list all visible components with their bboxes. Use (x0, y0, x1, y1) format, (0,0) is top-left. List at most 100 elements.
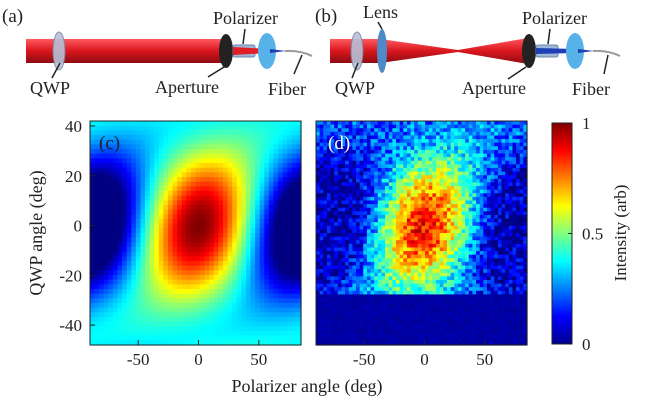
heatmap-cell (181, 293, 187, 299)
heatmap-cell (417, 287, 423, 292)
heatmap-cell (392, 254, 397, 259)
heatmap-cell (227, 298, 233, 304)
heatmap-cell (425, 290, 430, 296)
heatmap-cell (374, 254, 379, 259)
heatmap-cell (245, 181, 252, 187)
heatmap-cell (341, 316, 346, 321)
heatmap-cell (232, 149, 238, 155)
heatmap-cell (381, 265, 386, 270)
heatmap-cell (135, 181, 142, 187)
heatmap-cell (145, 312, 151, 318)
heatmap-cell (232, 326, 238, 332)
heatmap-cell (403, 196, 408, 202)
heatmap-cell (363, 254, 368, 259)
heatmap-cell (122, 228, 128, 234)
heatmap-cell (241, 125, 247, 131)
heatmap-cell (236, 237, 242, 243)
heatmap-cell (396, 308, 401, 314)
heatmap-cell (264, 167, 270, 173)
heatmap-cell (291, 195, 298, 201)
heatmap-cell (337, 247, 343, 252)
heatmap-cell (200, 186, 206, 192)
heatmap-cell (425, 121, 430, 126)
heatmap-cell (337, 298, 343, 303)
heatmap-cell (356, 283, 361, 288)
heatmap-cell (385, 225, 390, 230)
heatmap-cell (450, 139, 455, 144)
heatmap-cell (396, 131, 401, 137)
heatmap-cell (348, 337, 353, 342)
heatmap-cell (245, 261, 252, 267)
heatmap-cell (374, 243, 379, 249)
heatmap-cell (465, 334, 470, 339)
heatmap-cell (264, 121, 270, 127)
heatmap-cell (345, 204, 350, 209)
heatmap-cell (388, 319, 393, 324)
heatmap-cell (90, 219, 96, 225)
heatmap-cell (366, 207, 372, 212)
heatmap-cell (359, 139, 364, 144)
heatmap-cell (278, 312, 284, 318)
heatmap-cell (352, 167, 357, 173)
heatmap-cell (218, 163, 224, 169)
heatmap-cell (131, 163, 137, 169)
heatmap-cell (287, 177, 293, 183)
heatmap-cell (337, 146, 343, 151)
heatmap-cell (396, 254, 401, 259)
heatmap-cell (255, 135, 261, 141)
heatmap-cell (323, 128, 328, 133)
heatmap-cell (326, 240, 332, 245)
heatmap-cell (425, 171, 430, 176)
heatmap-cell (414, 225, 419, 230)
heatmap-cell (158, 321, 164, 327)
heatmap-cell (356, 196, 361, 202)
heatmap-cell (200, 251, 206, 257)
heatmap-cell (268, 256, 275, 262)
heatmap-cell (117, 289, 123, 295)
heatmap-cell (167, 307, 174, 313)
heatmap-cell (341, 189, 346, 194)
heatmap-cell (454, 341, 459, 346)
heatmap-cell (99, 135, 105, 141)
heatmap-cell (370, 222, 375, 227)
heatmap-cell (436, 182, 441, 187)
heatmap-cell (259, 130, 265, 136)
heatmap-cell (396, 341, 401, 346)
heatmap-cell (316, 160, 321, 165)
heatmap-cell (241, 275, 247, 281)
heatmap-cell (245, 340, 252, 346)
heatmap-cell (268, 223, 275, 229)
heatmap-cell (468, 186, 474, 191)
heatmap-cell (177, 326, 183, 332)
heatmap-cell (291, 247, 298, 253)
heatmap-cell (417, 131, 423, 137)
heatmap-cell (330, 276, 335, 281)
heatmap-cell (112, 233, 119, 239)
heatmap-cell (359, 149, 364, 155)
heatmap-cell (326, 319, 332, 324)
heatmap-cell (167, 181, 174, 187)
heatmap-cell (223, 284, 229, 290)
heatmap-cell (399, 276, 404, 281)
heatmap-cell (446, 301, 452, 306)
heatmap-cell (108, 289, 114, 295)
heatmap-cell (381, 337, 386, 342)
heatmap-cell (195, 167, 201, 173)
heatmap-cell (200, 135, 206, 141)
heatmap-cell (163, 293, 169, 299)
heatmap-cell (122, 172, 128, 178)
heatmap-cell (282, 139, 288, 145)
heatmap-cell (370, 305, 375, 310)
heatmap-cell (399, 186, 404, 191)
heatmap-cell (218, 303, 224, 309)
heatmap-cell (410, 330, 415, 335)
heatmap-cell (356, 128, 361, 133)
heatmap-cell (359, 167, 364, 173)
heatmap-cell (366, 276, 372, 281)
heatmap-cell (406, 135, 412, 140)
focus-a (270, 49, 286, 53)
heatmap-cell (363, 193, 368, 198)
heatmap-cell (135, 270, 142, 276)
heatmap-cell (472, 229, 477, 234)
